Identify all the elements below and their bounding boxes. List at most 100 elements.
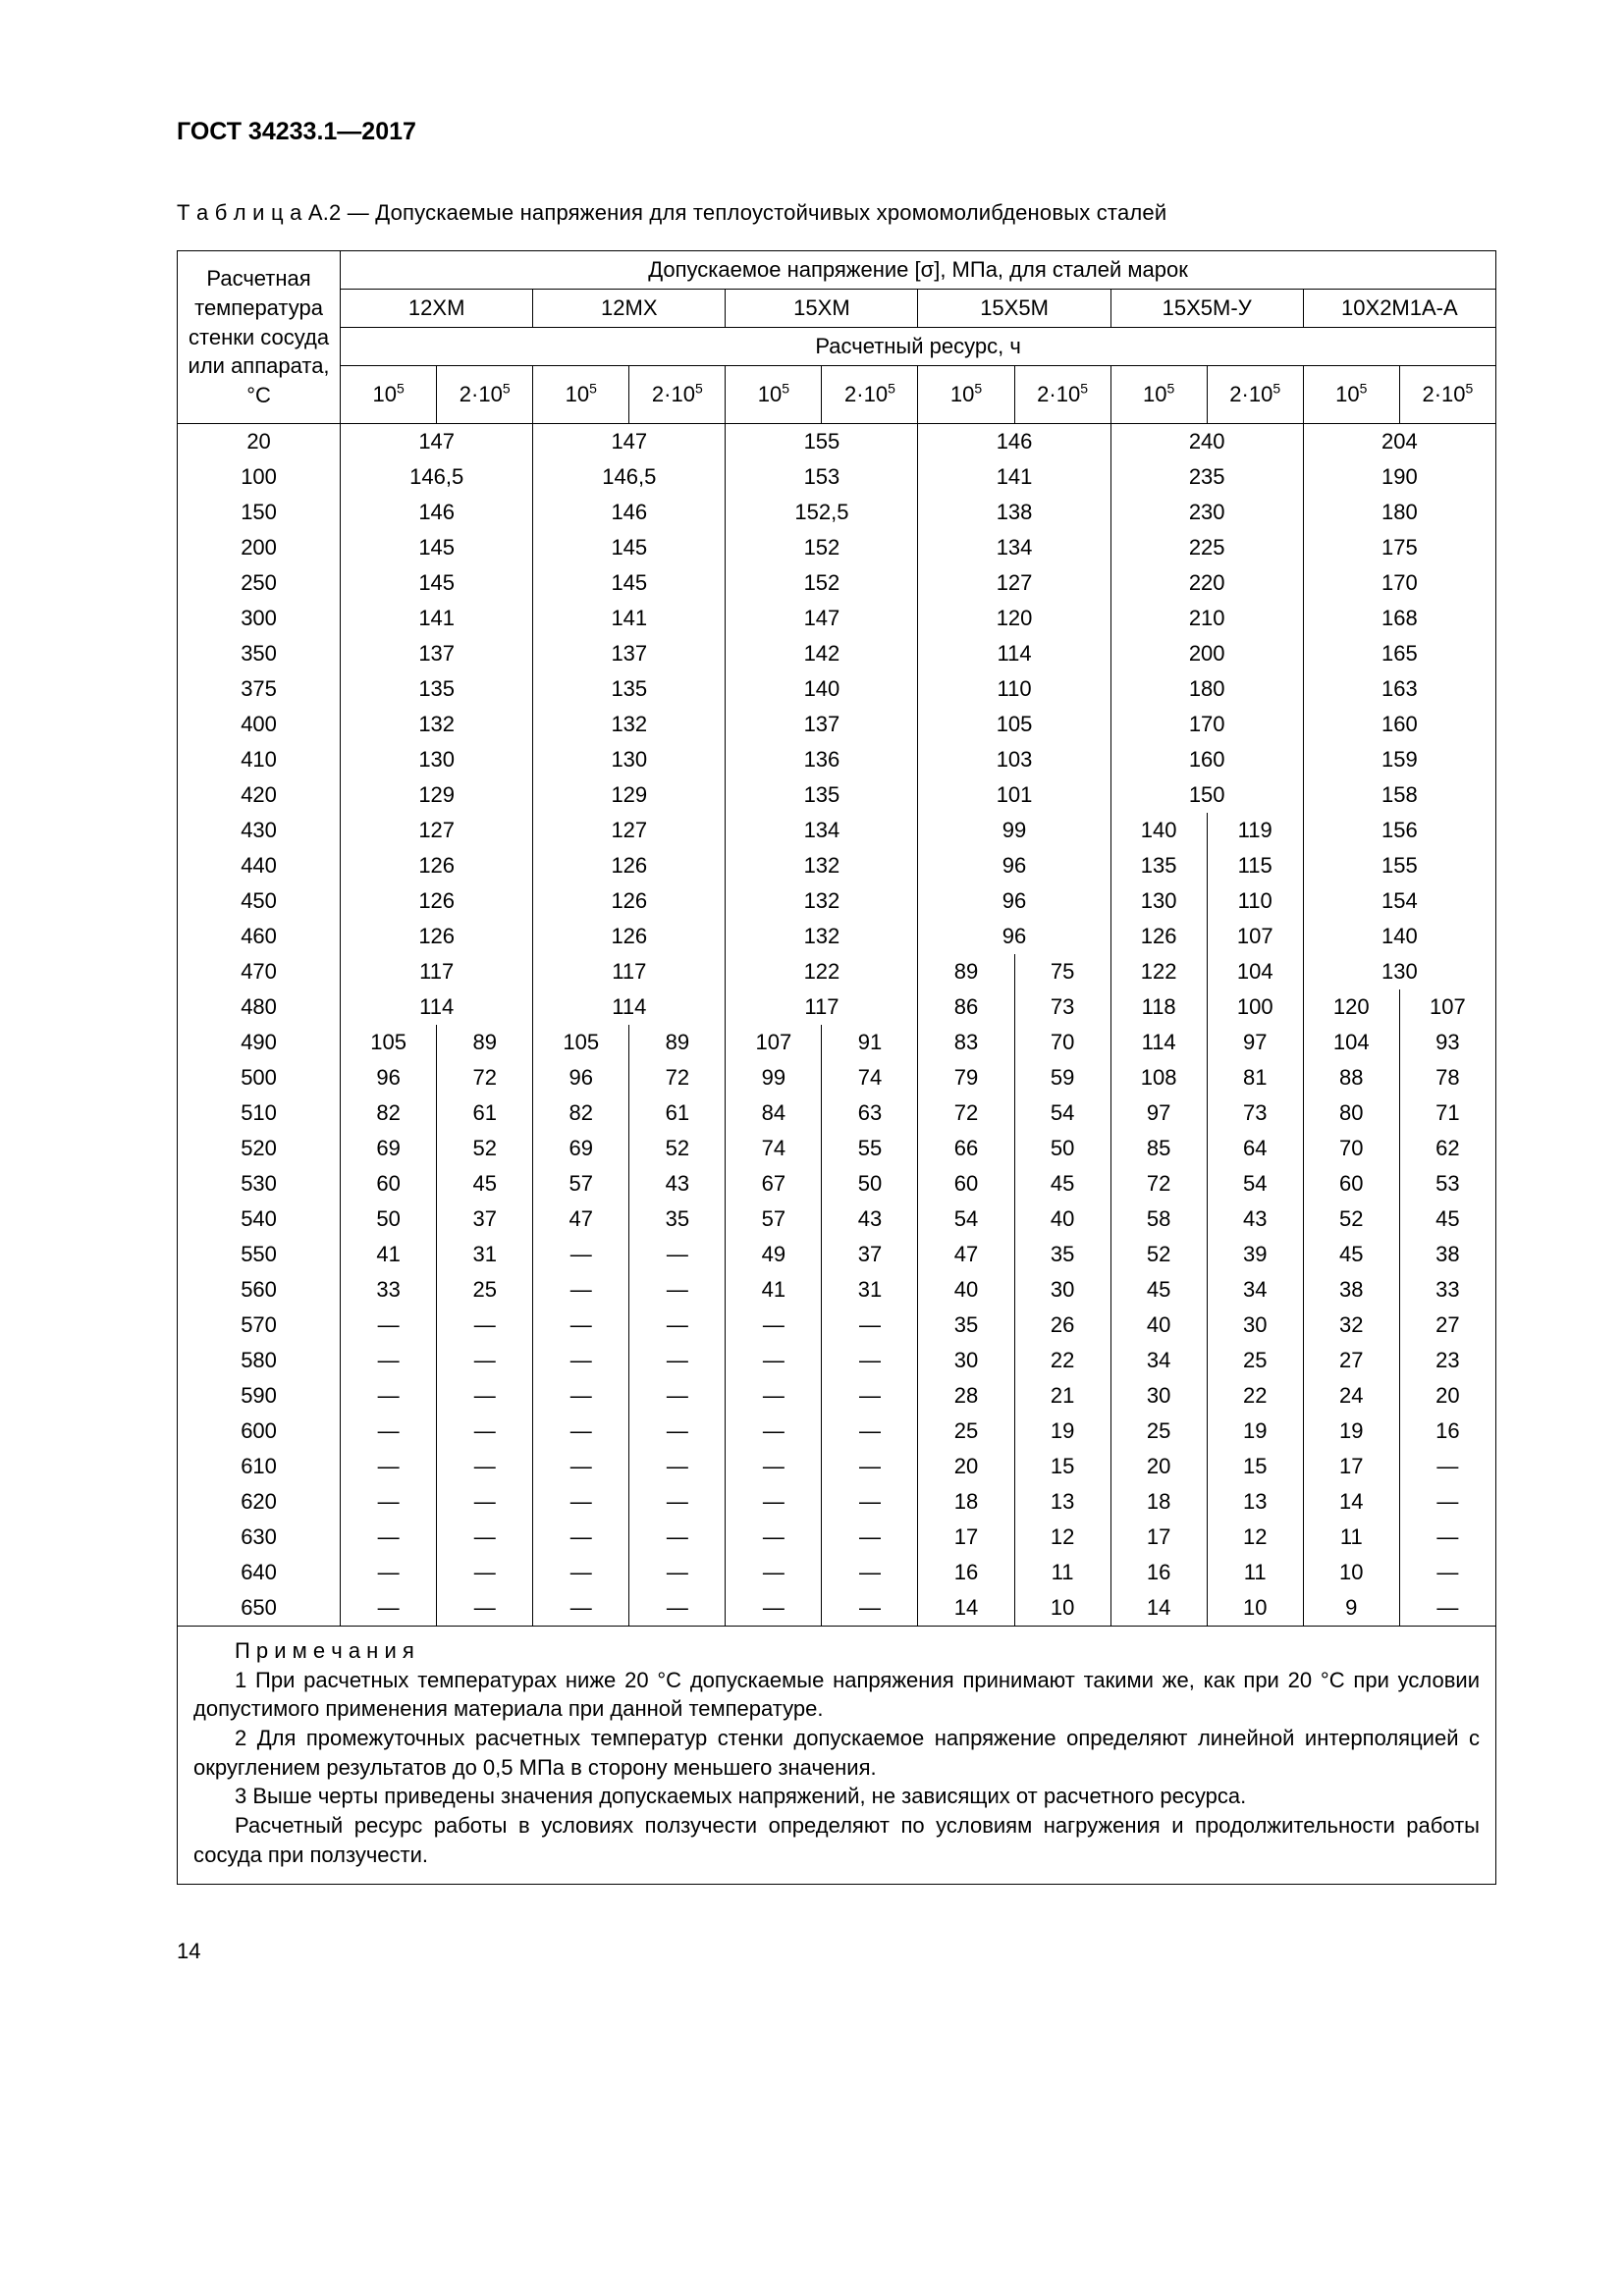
value-cell: 18 <box>1110 1484 1207 1520</box>
value-cell: — <box>437 1378 533 1414</box>
value-cell: 105 <box>341 1025 437 1060</box>
table-row: 49010589105891079183701149710493 <box>178 1025 1496 1060</box>
value-cell: — <box>533 1378 629 1414</box>
value-cell: — <box>437 1590 533 1627</box>
value-cell: 30 <box>1014 1272 1110 1308</box>
value-cell: — <box>437 1343 533 1378</box>
value-cell: 117 <box>533 954 726 989</box>
tick-cell: 105 <box>726 366 822 424</box>
value-cell: 47 <box>918 1237 1014 1272</box>
value-cell: 55 <box>822 1131 918 1166</box>
value-cell: 210 <box>1110 601 1303 636</box>
value-cell: 53 <box>1399 1166 1495 1201</box>
value-cell: 47 <box>533 1201 629 1237</box>
table-row: 640——————1611161110— <box>178 1555 1496 1590</box>
value-cell: — <box>1399 1449 1495 1484</box>
value-cell: — <box>726 1484 822 1520</box>
temperature-cell: 440 <box>178 848 341 883</box>
note-item: 3 Выше черты приведены значения допускае… <box>193 1782 1480 1811</box>
value-cell: 78 <box>1399 1060 1495 1095</box>
value-cell: 152 <box>726 530 918 565</box>
value-cell: 114 <box>918 636 1110 671</box>
tick-cell: 2·105 <box>437 366 533 424</box>
value-cell: 96 <box>341 1060 437 1095</box>
value-cell: 136 <box>726 742 918 777</box>
value-cell: 103 <box>918 742 1110 777</box>
value-cell: 160 <box>1303 707 1495 742</box>
value-cell: 96 <box>918 919 1110 954</box>
value-cell: 54 <box>1014 1095 1110 1131</box>
value-cell: — <box>726 1414 822 1449</box>
value-cell: 126 <box>533 883 726 919</box>
value-cell: 159 <box>1303 742 1495 777</box>
value-cell: 74 <box>726 1131 822 1166</box>
value-cell: 61 <box>629 1095 726 1131</box>
value-cell: 41 <box>726 1272 822 1308</box>
value-cell: 45 <box>1303 1237 1399 1272</box>
value-cell: — <box>437 1449 533 1484</box>
tick-header-row: 1052·1051052·1051052·1051052·1051052·105… <box>178 366 1496 424</box>
value-cell: 152,5 <box>726 495 918 530</box>
value-cell: 88 <box>1303 1060 1399 1095</box>
value-cell: — <box>533 1484 629 1520</box>
value-cell: 156 <box>1303 813 1495 848</box>
value-cell: — <box>726 1449 822 1484</box>
table-row: 200145145152134225175 <box>178 530 1496 565</box>
tick-cell: 105 <box>918 366 1014 424</box>
value-cell: — <box>533 1520 629 1555</box>
value-cell: — <box>341 1308 437 1343</box>
value-cell: 17 <box>918 1520 1014 1555</box>
value-cell: 11 <box>1014 1555 1110 1590</box>
value-cell: 129 <box>341 777 533 813</box>
value-cell: 145 <box>533 565 726 601</box>
value-cell: 50 <box>341 1201 437 1237</box>
caption-rest: А.2 — Допускаемые напряжения для теплоус… <box>302 200 1167 225</box>
value-cell: 117 <box>726 989 918 1025</box>
value-cell: — <box>533 1308 629 1343</box>
value-cell: 134 <box>726 813 918 848</box>
value-cell: 43 <box>1207 1201 1303 1237</box>
value-cell: — <box>726 1378 822 1414</box>
value-cell: 230 <box>1110 495 1303 530</box>
value-cell: — <box>822 1555 918 1590</box>
temperature-cell: 150 <box>178 495 341 530</box>
value-cell: 70 <box>1303 1131 1399 1166</box>
value-cell: 23 <box>1399 1343 1495 1378</box>
table-row: 420129129135101150158 <box>178 777 1496 813</box>
grade-cell: 10Х2М1А-А <box>1303 290 1495 328</box>
value-cell: 20 <box>1399 1378 1495 1414</box>
temperature-cell: 300 <box>178 601 341 636</box>
value-cell: 62 <box>1399 1131 1495 1166</box>
temperature-cell: 100 <box>178 459 341 495</box>
value-cell: 168 <box>1303 601 1495 636</box>
value-cell: 81 <box>1207 1060 1303 1095</box>
value-cell: 120 <box>918 601 1110 636</box>
table-row: 5009672967299747959108818878 <box>178 1060 1496 1095</box>
tick-cell: 2·105 <box>1014 366 1110 424</box>
temperature-cell: 640 <box>178 1555 341 1590</box>
value-cell: 96 <box>533 1060 629 1095</box>
value-cell: 33 <box>341 1272 437 1308</box>
value-cell: 13 <box>1207 1484 1303 1520</box>
value-cell: 147 <box>341 424 533 460</box>
value-cell: 145 <box>341 565 533 601</box>
rowhead-label: Расчетная температура стенки сосуда или … <box>178 251 341 424</box>
value-cell: — <box>1399 1520 1495 1555</box>
value-cell: 14 <box>918 1590 1014 1627</box>
value-cell: 12 <box>1207 1520 1303 1555</box>
value-cell: 137 <box>726 707 918 742</box>
value-cell: 41 <box>341 1237 437 1272</box>
value-cell: — <box>341 1414 437 1449</box>
value-cell: 72 <box>918 1095 1014 1131</box>
value-cell: 155 <box>1303 848 1495 883</box>
value-cell: 74 <box>822 1060 918 1095</box>
table-caption: Т а б л и ц а А.2 — Допускаемые напряжен… <box>177 200 1496 226</box>
value-cell: 135 <box>533 671 726 707</box>
value-cell: 14 <box>1110 1590 1207 1627</box>
temperature-cell: 600 <box>178 1414 341 1449</box>
value-cell: 64 <box>1207 1131 1303 1166</box>
value-cell: 58 <box>1110 1201 1207 1237</box>
temperature-cell: 400 <box>178 707 341 742</box>
grade-cell: 12ХМ <box>341 290 533 328</box>
temperature-cell: 610 <box>178 1449 341 1484</box>
